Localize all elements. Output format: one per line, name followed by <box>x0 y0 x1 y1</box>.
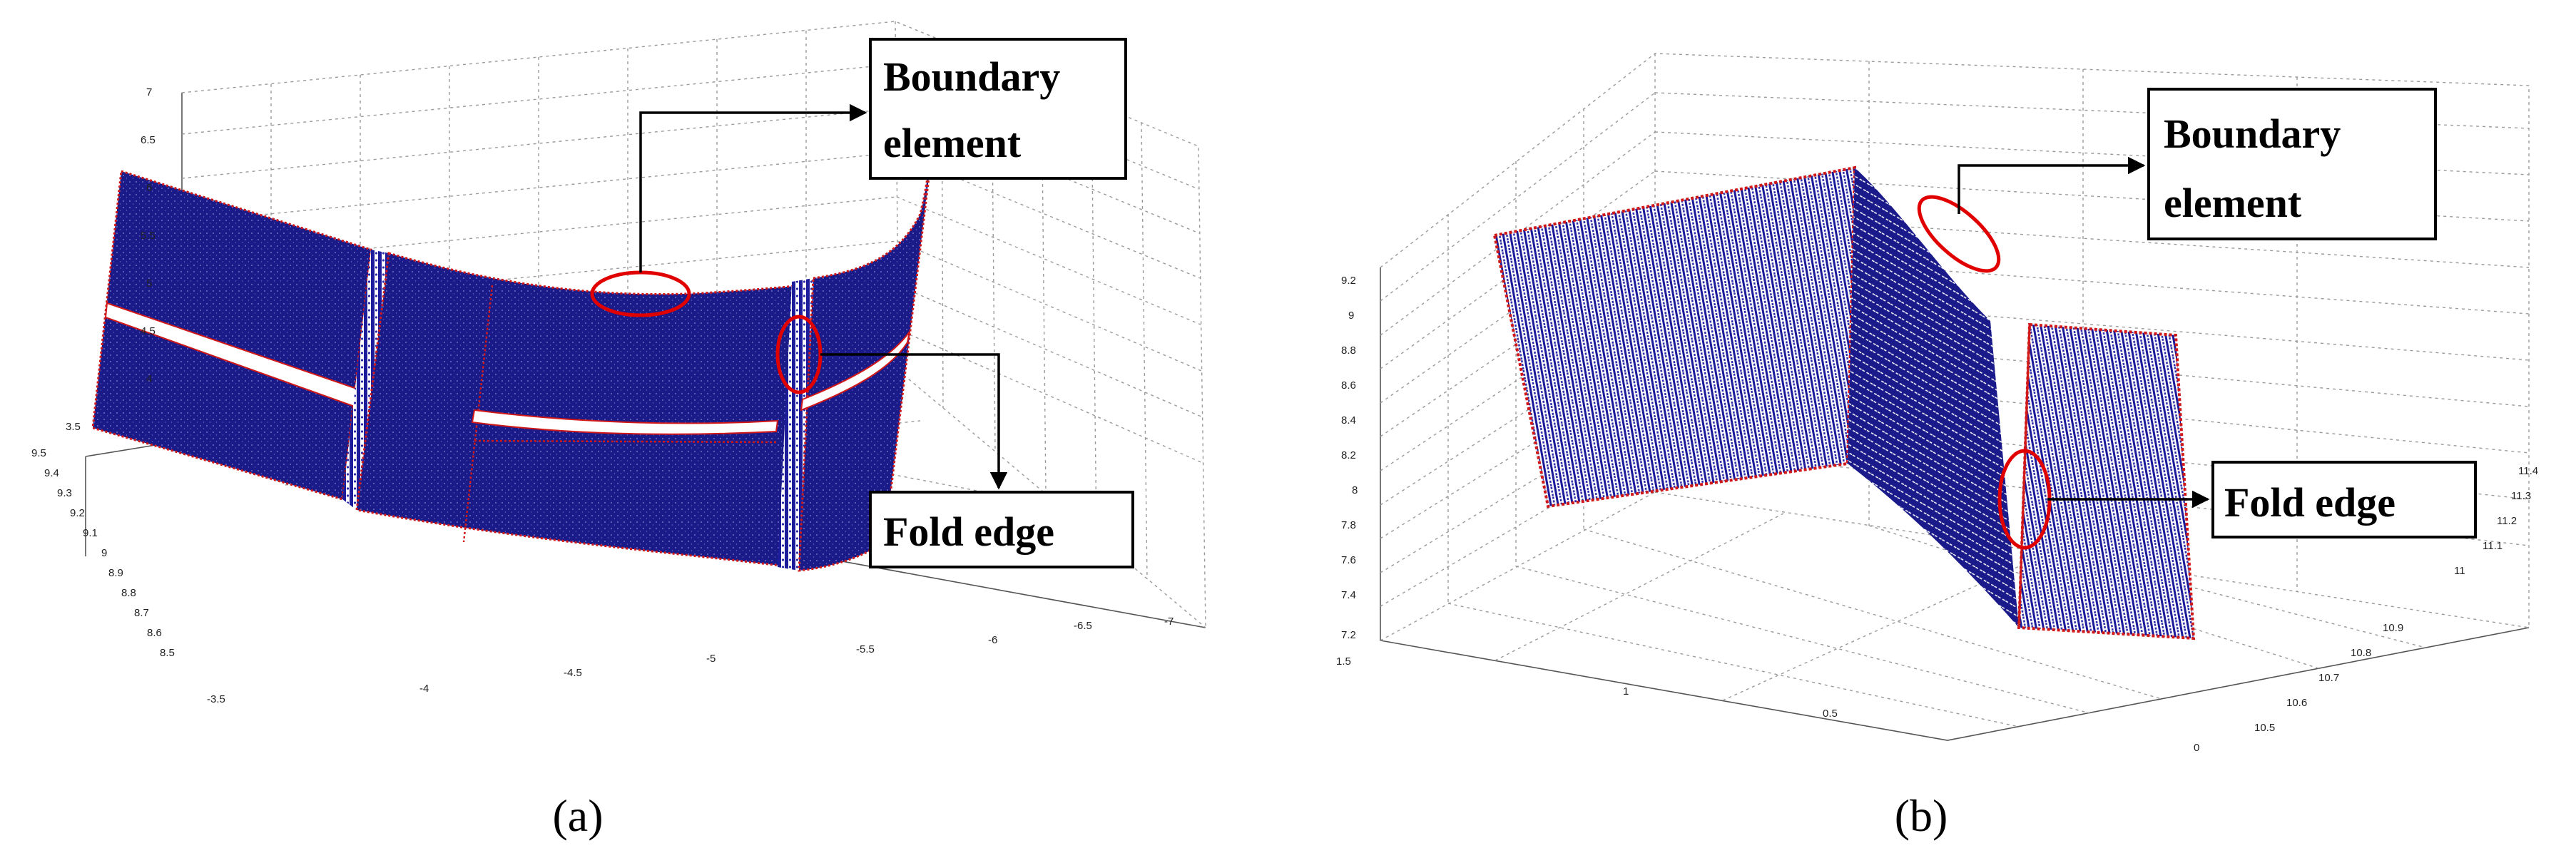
tick-label: 7.8 <box>1341 519 1356 531</box>
panel-b-boundary-label-line2: element <box>2164 180 2302 226</box>
panel-b-right-panel <box>2017 322 2196 640</box>
tick-label: 9 <box>101 547 107 559</box>
panel-a-right-panel <box>798 160 932 572</box>
tick-label: -3.5 <box>207 693 225 705</box>
panel-b-boundary-highlight <box>1917 195 2001 273</box>
panel-b-x-ticks: 1.5 1 0.5 0 <box>1336 655 2199 754</box>
tick-label: 7.2 <box>1341 629 1356 641</box>
panel-b-fold-label: Fold edge <box>2224 479 2396 526</box>
tick-label: 8.8 <box>1341 344 1356 357</box>
tick-label: 8.2 <box>1341 449 1356 461</box>
tick-label: 9.1 <box>83 527 98 539</box>
tick-label: 10.8 <box>2351 647 2371 659</box>
tick-label: 4 <box>146 373 152 385</box>
tick-label: 9.5 <box>31 447 46 459</box>
tick-label: 7.4 <box>1341 589 1356 601</box>
tick-label: 1 <box>1623 685 1629 698</box>
tick-label: 8.4 <box>1341 414 1356 427</box>
panel-a-fold-strip-left <box>342 250 389 510</box>
panel-b-boundary-callout: Boundary element <box>1958 88 2437 240</box>
panel-a-fold-strip-right <box>778 278 813 571</box>
tick-label: -6.5 <box>1074 620 1092 632</box>
panel-a-boundary-label-line1: Boundary <box>883 53 1060 100</box>
tick-label: 8 <box>1352 484 1358 496</box>
tick-label: 7 <box>146 86 152 98</box>
tick-label: 9.2 <box>70 507 85 519</box>
panel-b-fold-callout: Fold edge <box>2047 461 2477 538</box>
tick-label: 10.6 <box>2286 697 2307 709</box>
panel-a-center-gap <box>471 409 779 435</box>
tick-label: 8.8 <box>121 587 136 599</box>
tick-label: 11.1 <box>2483 540 2503 552</box>
panel-b-point-cloud <box>1492 165 2196 640</box>
tick-label: 10.9 <box>2383 622 2403 634</box>
tick-label: -7 <box>1164 616 1174 628</box>
tick-label: 8.6 <box>147 627 162 639</box>
panel-b-boundary-label-line1: Boundary <box>2164 111 2341 157</box>
panel-b-middle-panel <box>1848 168 2019 628</box>
panel-b-left-panel <box>1492 165 1857 509</box>
tick-label: 11.3 <box>2511 490 2531 502</box>
panel-a-right-gap <box>800 331 910 412</box>
tick-label: 6.5 <box>141 134 156 146</box>
tick-label: 8.9 <box>108 567 123 579</box>
tick-label: 0 <box>2194 742 2199 754</box>
panel-a-left-panel <box>91 170 372 501</box>
tick-label: 8.5 <box>160 647 175 659</box>
panel-a-fold-callout: Fold edge <box>820 353 1134 568</box>
tick-label: 1.5 <box>1336 655 1351 668</box>
panel-a-point-cloud <box>91 160 932 572</box>
tick-label: 9.4 <box>44 467 59 479</box>
tick-label: 8.7 <box>134 607 149 619</box>
tick-label: 7.6 <box>1341 554 1356 566</box>
tick-label: -5.5 <box>856 643 875 655</box>
tick-label: 4.5 <box>141 325 156 337</box>
panel-b-label: (b) <box>1895 790 1948 841</box>
panel-b-z-ticks: 9.2 9 8.8 8.6 8.4 8.2 8 7.8 7.6 7.4 7.2 <box>1341 275 1358 641</box>
panel-a-z-ticks: 7 6.5 6 5.5 5 4.5 4 3.5 <box>66 86 156 433</box>
tick-label: 6 <box>146 182 152 194</box>
tick-label: -4 <box>419 683 429 695</box>
panel-a: Boundary element Fold edge 7 6.5 6 5.5 5… <box>31 21 1206 841</box>
tick-label: 10.7 <box>2318 672 2339 684</box>
panel-a-fold-label: Fold edge <box>883 509 1054 555</box>
tick-label: 5 <box>146 277 152 290</box>
panel-a-center-panel <box>355 252 808 568</box>
tick-label: 9.3 <box>57 487 72 499</box>
panel-b-y-ticks: 10.5 10.6 10.7 10.8 10.9 11 11.1 11.2 11… <box>2254 465 2538 734</box>
tick-label: -4.5 <box>564 667 582 679</box>
tick-label: 0.5 <box>1823 708 1838 720</box>
panel-a-boundary-label-line2: element <box>883 120 1022 166</box>
tick-label: 11.2 <box>2497 515 2517 527</box>
panel-a-boundary-callout: Boundary element <box>639 38 1127 272</box>
panel-b: Boundary element Fold edge 9.2 9 8.8 8.6… <box>1336 53 2538 841</box>
tick-label: 3.5 <box>66 421 81 433</box>
panel-a-y-ticks: 9.5 9.4 9.3 9.2 9.1 9 8.9 8.8 8.7 8.6 8.… <box>31 447 175 659</box>
tick-label: -6 <box>988 634 997 646</box>
tick-label: 5.5 <box>141 230 156 242</box>
tick-label: 11 <box>2454 565 2465 577</box>
tick-label: -5 <box>706 653 716 665</box>
tick-label: 10.5 <box>2254 722 2275 734</box>
tick-label: 11.4 <box>2518 465 2538 477</box>
panel-a-x-ticks: -3.5 -4 -4.5 -5 -5.5 -6 -6.5 -7 <box>207 616 1174 705</box>
panel-a-label: (a) <box>552 790 603 841</box>
tick-label: 8.6 <box>1341 379 1356 392</box>
tick-label: 9 <box>1348 310 1354 322</box>
tick-label: 9.2 <box>1341 275 1356 287</box>
